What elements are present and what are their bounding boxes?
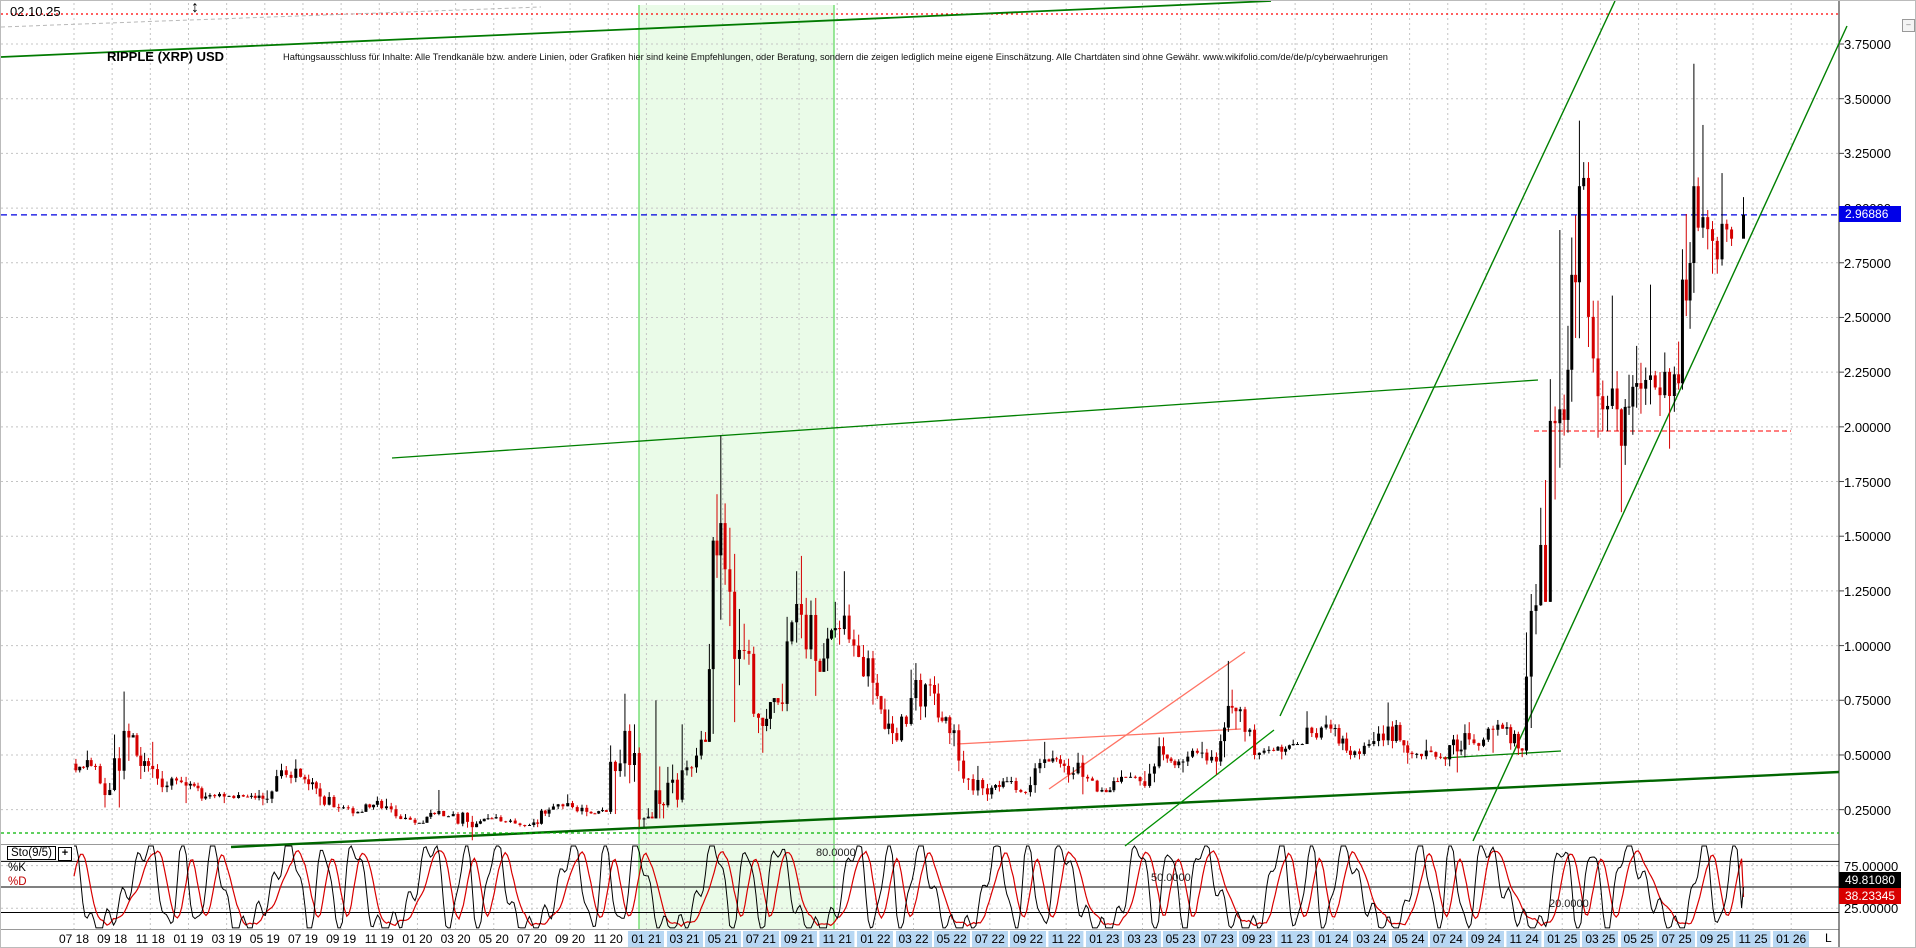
date-axis-label: 03 22 — [895, 931, 932, 947]
date-axis-label: 11 21 — [819, 931, 855, 947]
date-axis-label: 07 25 — [1658, 931, 1695, 947]
price-axis-label: 3.50000 — [1844, 91, 1891, 107]
trend-line-5 — [1442, 750, 1562, 759]
current-price-tag: 2.96886 — [1839, 206, 1901, 222]
price-axis-label: 3.25000 — [1844, 146, 1891, 162]
date-axis-label: 05 20 — [478, 932, 509, 946]
indicator-axis-label: 25.00000 — [1844, 901, 1899, 917]
date-axis-label: 03 19 — [211, 932, 242, 946]
level-20-label: 20.0000 — [1549, 898, 1589, 910]
date-axis-label: 09 22 — [1009, 931, 1047, 947]
stochastic-d-label: %D — [8, 876, 27, 888]
date-axis-label: 05 21 — [704, 931, 741, 947]
price-axis-label: 0.25000 — [1844, 802, 1891, 818]
date-axis-label: 09 19 — [326, 932, 357, 946]
date-axis-label: 07 24 — [1429, 931, 1466, 947]
price-axis-label: 2.75000 — [1844, 255, 1891, 271]
date-axis-label: 07 19 — [287, 932, 318, 946]
date-axis-label: 11 25 — [1735, 931, 1771, 947]
date-axis-label: 07 18 — [58, 932, 90, 946]
collapse-axis-icon[interactable]: – — [1902, 19, 1915, 32]
date-axis-label: 03 25 — [1582, 931, 1619, 947]
stochastic-d-line — [73, 849, 1745, 928]
date-axis-label: 11 24 — [1506, 931, 1542, 947]
date-axis-label: 01 24 — [1315, 931, 1352, 947]
date-axis-label: 03 20 — [440, 932, 471, 946]
date-axis-label: 11 23 — [1277, 931, 1313, 947]
date-axis-label: 01 21 — [628, 931, 665, 947]
price-axis-label: 1.50000 — [1844, 529, 1891, 545]
current-date-label: 02.10.25 — [10, 4, 61, 19]
trend-line-2 — [1, 1, 1272, 58]
price-axis-label: 3.75000 — [1844, 37, 1891, 52]
date-axis-label: 11 22 — [1048, 931, 1084, 947]
date-axis-label: 01 23 — [1086, 931, 1123, 947]
trend-line-3 — [391, 379, 1539, 459]
trend-line-10 — [1472, 25, 1848, 842]
date-axis-label: 09 24 — [1467, 931, 1504, 947]
price-axis-label: 2.25000 — [1844, 365, 1891, 381]
price-axis-label: 1.75000 — [1844, 474, 1891, 490]
price-axis-label: 0.50000 — [1844, 747, 1891, 763]
indicator-expand-button[interactable]: + — [58, 847, 72, 861]
disclaimer-text: Haftungsausschluss für Inhalte: Alle Tre… — [283, 52, 1388, 62]
price-axis-label: 1.25000 — [1844, 583, 1891, 599]
scale-mode-label: L — [1825, 931, 1832, 945]
date-axis-label: 03 21 — [666, 931, 703, 947]
date-axis-label: 07 22 — [971, 931, 1008, 947]
stochastic-k-line — [74, 844, 1744, 930]
level-80-label: 80.0000 — [816, 847, 856, 859]
k-value-tag: 49.81080 — [1839, 872, 1901, 888]
date-axis-label: 03 23 — [1124, 931, 1161, 947]
date-axis-label: 07 23 — [1200, 931, 1237, 947]
date-axis-label: 01 22 — [857, 931, 894, 947]
date-axis-label: 01 25 — [1544, 931, 1581, 947]
date-axis-label: 05 23 — [1162, 931, 1199, 947]
date-axis-label: 01 26 — [1773, 931, 1810, 947]
date-axis-label: 09 25 — [1696, 931, 1733, 947]
trend-line-9 — [1279, 1, 1616, 717]
trend-line-6 — [1124, 729, 1275, 847]
price-axis-label: 2.50000 — [1844, 310, 1891, 326]
price-axis-label: 0.75000 — [1844, 693, 1891, 709]
chart-title: RIPPLE (XRP) USD — [107, 49, 225, 64]
indicator-axis-label: 75.00000 — [1844, 858, 1899, 874]
date-axis-label: 01 19 — [173, 932, 204, 946]
price-axis-label: 1.00000 — [1844, 638, 1891, 654]
date-axis-label: 09 21 — [781, 931, 818, 947]
d-value-tag: 38.23345 — [1839, 888, 1901, 904]
date-axis-label: 05 25 — [1620, 931, 1657, 947]
date-axis-label: 07 21 — [742, 931, 779, 947]
level-50-label: 50.0000 — [1151, 872, 1191, 884]
resize-cursor-icon: ↕ — [191, 0, 199, 16]
date-axis-label: 11 18 — [135, 932, 165, 946]
stochastic-k-label: %K — [8, 862, 26, 874]
date-axis-label: 09 18 — [97, 932, 128, 946]
highlight-region-2021 — [639, 5, 834, 929]
date-axis-label: 05 19 — [249, 932, 280, 946]
date-axis-label: 03 24 — [1353, 931, 1390, 947]
date-axis-label: 11 20 — [593, 932, 623, 946]
date-axis-label: 01 20 — [402, 932, 433, 946]
indicator-name-label: Sto(9/5) — [7, 846, 56, 860]
price-axis-label: 2.00000 — [1844, 419, 1891, 435]
date-axis-label: 05 24 — [1391, 931, 1428, 947]
trend-line-1 — [1, 6, 542, 28]
date-axis-label: 09 23 — [1238, 931, 1275, 947]
trend-line-4 — [230, 770, 1840, 849]
date-axis-label: 09 20 — [555, 932, 586, 946]
trend-line-7 — [956, 728, 1242, 745]
date-axis-label: 05 22 — [933, 931, 970, 947]
date-axis-label: 11 19 — [364, 932, 394, 946]
date-axis-label: 07 20 — [516, 932, 547, 946]
